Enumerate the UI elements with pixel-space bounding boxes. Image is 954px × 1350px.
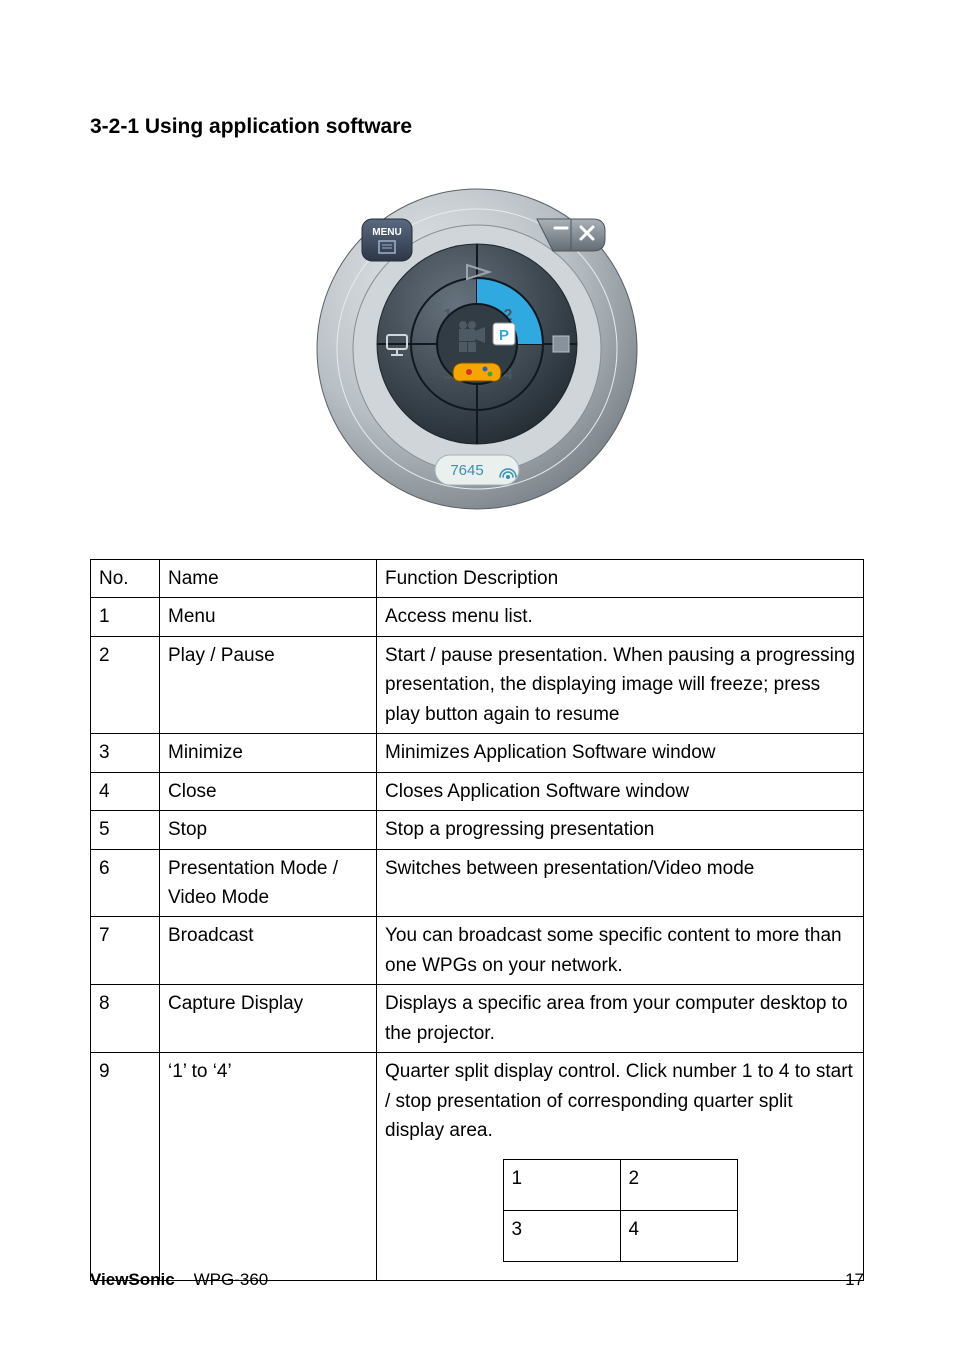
- game-icon: [453, 363, 501, 381]
- table-row: 1 Menu Access menu list.: [91, 598, 864, 636]
- cell-name: Minimize: [160, 734, 377, 772]
- cell-name: Close: [160, 772, 377, 810]
- header-name: Name: [160, 560, 377, 598]
- cell-desc: Stop a progressing presentation: [377, 811, 864, 849]
- cell-name: Play / Pause: [160, 636, 377, 733]
- cell-desc: Start / pause presentation. When pausing…: [377, 636, 864, 733]
- cell-name: ‘1’ to ‘4’: [160, 1053, 377, 1281]
- remote-display-number: 7645: [450, 462, 483, 479]
- table-row: 6 Presentation Mode / Video Mode Switche…: [91, 849, 864, 917]
- quarter-cell-2: 2: [620, 1160, 737, 1211]
- cell-no: 8: [91, 985, 160, 1053]
- p-icon: P: [493, 323, 515, 345]
- cell-no: 7: [91, 917, 160, 985]
- cell-desc: Displays a specific area from your compu…: [377, 985, 864, 1053]
- cell-desc: Access menu list.: [377, 598, 864, 636]
- function-table: No. Name Function Description 1 Menu Acc…: [90, 559, 864, 1281]
- cell-name: Broadcast: [160, 917, 377, 985]
- footer-brand: ViewSonic: [90, 1270, 175, 1289]
- cell-no: 9: [91, 1053, 160, 1281]
- cell-no: 4: [91, 772, 160, 810]
- svg-text:P: P: [499, 327, 509, 344]
- cell-no: 3: [91, 734, 160, 772]
- table-row: 9 ‘1’ to ‘4’ Quarter split display contr…: [91, 1053, 864, 1281]
- quarter-cell-4: 4: [620, 1211, 737, 1262]
- table-row: 3 Minimize Minimizes Application Softwar…: [91, 734, 864, 772]
- cell-no: 1: [91, 598, 160, 636]
- cell-no: 2: [91, 636, 160, 733]
- footer-left: ViewSonic WPG-360: [90, 1270, 268, 1290]
- table-row: 7 Broadcast You can broadcast some speci…: [91, 917, 864, 985]
- cell-name: Menu: [160, 598, 377, 636]
- svg-text:MENU: MENU: [372, 227, 401, 238]
- cell-desc: You can broadcast some specific content …: [377, 917, 864, 985]
- menu-button: MENU: [362, 219, 412, 261]
- quarter-cell-3: 3: [503, 1211, 620, 1262]
- header-no: No.: [91, 560, 160, 598]
- cell-no: 5: [91, 811, 160, 849]
- cell-desc: Switches between presentation/Video mode: [377, 849, 864, 917]
- cell-desc: Closes Application Software window: [377, 772, 864, 810]
- cell-no: 6: [91, 849, 160, 917]
- quarter-split-diagram: 1 2 3 4: [385, 1159, 855, 1262]
- cell-name: Presentation Mode / Video Mode: [160, 849, 377, 917]
- cell-desc: Minimizes Application Software window: [377, 734, 864, 772]
- remote-illustration: 7645 1 2 3 4: [90, 179, 864, 519]
- remote-svg: 7645 1 2 3 4: [307, 179, 647, 519]
- table-row: 2 Play / Pause Start / pause presentatio…: [91, 636, 864, 733]
- table-row: 8 Capture Display Displays a specific ar…: [91, 985, 864, 1053]
- footer-model: WPG-360: [194, 1270, 269, 1289]
- cell-desc-text: Quarter split display control. Click num…: [385, 1061, 853, 1141]
- table-row: 4 Close Closes Application Software wind…: [91, 772, 864, 810]
- footer-page-number: 17: [845, 1270, 864, 1290]
- quarter-cell-1: 1: [503, 1160, 620, 1211]
- cell-name: Stop: [160, 811, 377, 849]
- cell-name: Capture Display: [160, 985, 377, 1053]
- table-row: 5 Stop Stop a progressing presentation: [91, 811, 864, 849]
- page-footer: ViewSonic WPG-360 17: [90, 1270, 864, 1290]
- cell-desc: Quarter split display control. Click num…: [377, 1053, 864, 1281]
- section-title: 3-2-1 Using application software: [90, 115, 864, 139]
- header-desc: Function Description: [377, 560, 864, 598]
- stop-icon: [553, 336, 569, 352]
- table-header-row: No. Name Function Description: [91, 560, 864, 598]
